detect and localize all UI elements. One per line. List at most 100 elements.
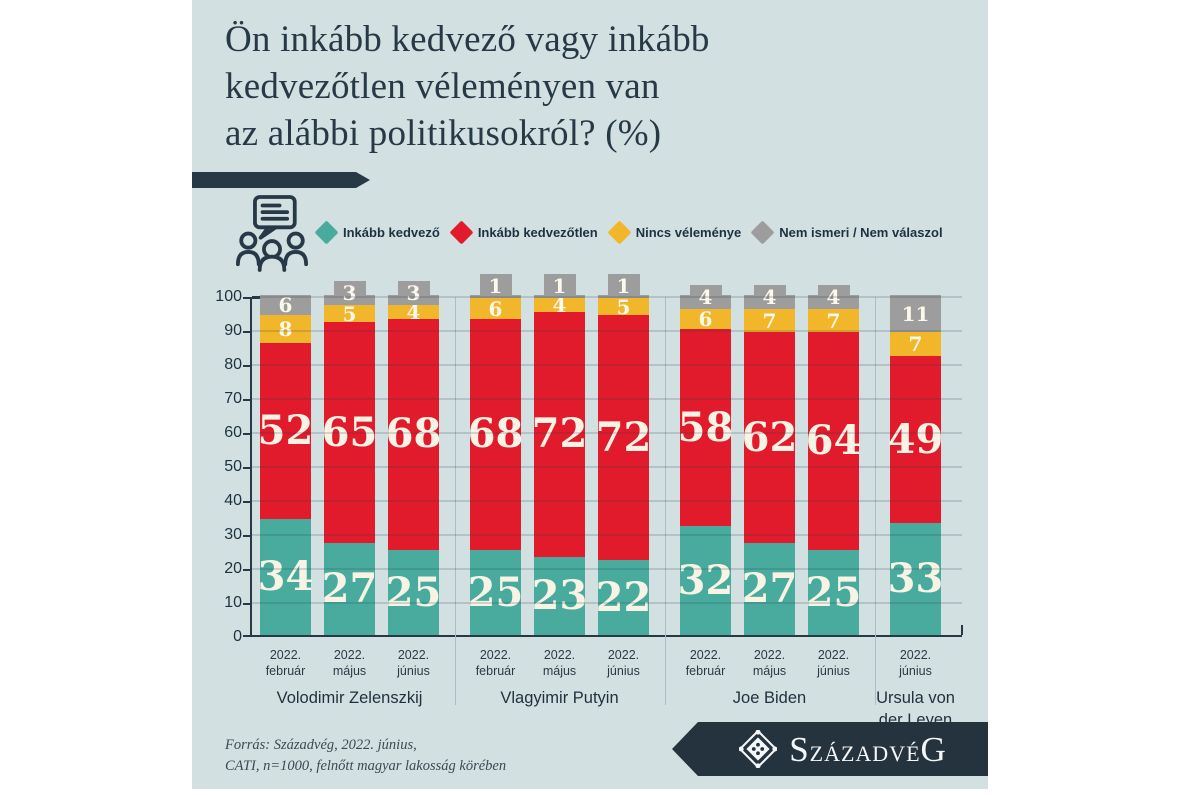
x-tick-label: 2022. június	[899, 648, 932, 678]
stacked-bar: 22 72 5 1	[595, 274, 652, 635]
bar-value-label: 6	[698, 306, 713, 331]
bar-value-label: 25	[385, 568, 442, 616]
bar-segment-0: 22	[595, 560, 652, 635]
y-tick-label: 80	[224, 356, 242, 373]
legend-label: Inkább kedvező	[343, 225, 440, 240]
diamond-swatch-gray-icon	[750, 220, 775, 245]
bar-segment-2: 4	[388, 300, 439, 325]
legend: Inkább kedvező Inkább kedvezőtlen Nincs …	[314, 220, 978, 245]
x-tick-label: 2022. június	[397, 648, 430, 678]
bar-value-label: 5	[616, 294, 631, 319]
bar-segment-1: 72	[532, 312, 587, 557]
bar-segment-2: 5	[598, 294, 649, 319]
axis-top-tick	[252, 296, 261, 299]
x-tick-label: 2022. május	[752, 648, 787, 678]
gray-value-tab: 4	[753, 284, 786, 309]
legend-item-nincs-velemenye: Nincs véleménye	[607, 220, 741, 245]
gray-value-tab: 1	[543, 274, 576, 299]
survey-people-icon	[236, 195, 308, 272]
y-tick-label: 30	[224, 526, 242, 543]
stacked-bar-chart: 0 10 20 30 40 50 60 70 80 90 100 34 52 8 6 2022. február…	[192, 274, 988, 767]
bar-segment-3: 11	[890, 295, 941, 333]
title-line-3: az alábbi politikusokról? (%)	[225, 113, 662, 154]
legend-item-kedvezo: Inkább kedvező	[314, 220, 440, 245]
bar-segment-2: 7	[890, 332, 941, 357]
bar-value-label: 62	[741, 413, 798, 461]
stacked-bar: 25 64 7 4	[805, 284, 862, 635]
source-line-2: CATI, n=1000, felnőtt magyar lakosság kö…	[225, 758, 507, 774]
bar-value-label: 65	[321, 408, 378, 456]
stacked-bar: 25 68 6 1	[468, 274, 523, 635]
bar-segment-1: 52	[258, 342, 313, 520]
bar-segment-0: 27	[741, 543, 798, 635]
group-label: Volodimir Zelenszkij	[276, 689, 423, 707]
bar-value-label: 25	[805, 568, 862, 616]
y-tick-mark	[243, 331, 250, 333]
gridline	[252, 432, 962, 434]
gray-value-tab: 3	[333, 281, 366, 306]
stacked-bar: 25 68 4 3	[385, 281, 442, 635]
bar-value-label: 6	[278, 293, 293, 318]
x-tick-label: 2022. február	[475, 648, 516, 678]
title-arrow-banner	[192, 172, 370, 188]
group-label: Vlagyimir Putyin	[500, 689, 619, 707]
bar-value-label: 4	[406, 300, 421, 325]
bar-value-label: 22	[595, 573, 652, 621]
legend-label: Inkább kedvezőtlen	[477, 225, 598, 240]
diamond-swatch-yellow-icon	[607, 220, 632, 245]
y-tick-label: 50	[224, 458, 242, 475]
y-tick-mark	[243, 603, 250, 605]
title-line-1: Ön inkább kedvező vagy inkább	[225, 19, 710, 60]
bar-value-label: 72	[595, 413, 652, 461]
bar-segment-2: 8	[260, 315, 311, 343]
group-separator	[454, 297, 456, 705]
logo-text: S zázadvé G	[789, 732, 947, 767]
bar-value-label: 33	[887, 554, 944, 602]
bar-value-label: 4	[552, 293, 567, 318]
bar-segment-0: 23	[532, 556, 587, 635]
bar-value-label: 34	[257, 553, 314, 601]
bar-value-label: 27	[321, 565, 378, 613]
x-tick-label: 2022. június	[607, 648, 640, 678]
logo-text-start: S	[789, 729, 810, 769]
chart-title: Ön inkább kedvező vagy inkább kedvezőtle…	[225, 16, 925, 157]
group-separator	[664, 297, 666, 705]
bar-value-label: 4	[762, 284, 777, 309]
bar-segment-0: 25	[468, 550, 523, 635]
legend-item-nem-ismeri: Nem ismeri / Nem válaszol	[750, 220, 943, 245]
logo-text-middle: zázadvé	[809, 740, 921, 766]
bar-value-label: 7	[908, 332, 923, 357]
legend-item-kedvezotlen: Inkább kedvezőtlen	[449, 220, 598, 245]
gridline	[252, 466, 962, 468]
x-tick-label: 2022. május	[332, 648, 367, 678]
logo-text-end: G	[920, 729, 947, 769]
gray-value-tab: 4	[689, 284, 722, 309]
stacked-bar: 33 49 7 11	[887, 295, 944, 635]
y-tick-mark	[243, 467, 250, 469]
bar-segment-0: 25	[385, 550, 442, 635]
y-tick-label: 40	[224, 492, 242, 509]
gray-value-tab: 1	[607, 274, 640, 299]
y-tick-mark	[243, 501, 250, 503]
bar-value-label: 1	[552, 274, 567, 299]
bar-value-label: 3	[406, 281, 421, 306]
bar-value-label: 27	[741, 565, 798, 613]
bar-value-label: 49	[887, 415, 944, 463]
source-line-1: Forrás: Századvég, 2022. június,	[225, 737, 417, 753]
title-line-2: kedvezőtlen véleményen van	[225, 66, 660, 107]
plot-area: 0 10 20 30 40 50 60 70 80 90 100 34 52 8 6 2022. február…	[215, 274, 963, 729]
y-tick-label: 70	[224, 390, 242, 407]
bar-segment-2: 5	[324, 304, 375, 324]
bar-value-label: 64	[805, 417, 862, 465]
y-tick-label: 90	[224, 322, 242, 339]
stacked-bar: 32 58 6 4	[678, 284, 733, 635]
diamond-swatch-teal-icon	[314, 220, 339, 245]
gridline	[252, 602, 962, 604]
gridline	[252, 500, 962, 502]
bar-segment-2: 6	[470, 298, 521, 319]
y-tick-mark	[243, 569, 250, 571]
gridline	[252, 534, 962, 536]
background-panel: Ön inkább kedvező vagy inkább kedvezőtle…	[192, 0, 988, 789]
x-tick-label: 2022. február	[265, 648, 306, 678]
